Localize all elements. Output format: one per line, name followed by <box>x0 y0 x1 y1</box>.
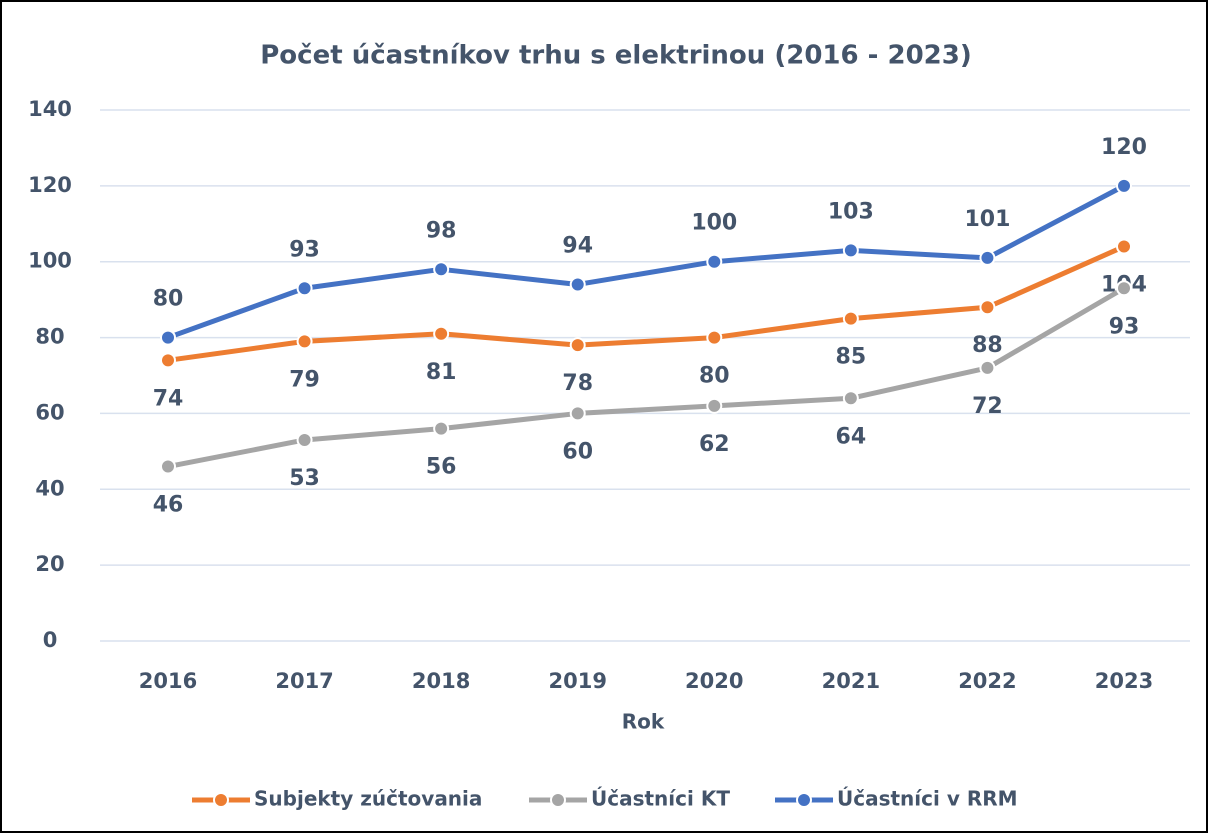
data-point <box>569 276 586 293</box>
y-tick-label: 40 <box>35 476 64 500</box>
data-point <box>842 242 859 259</box>
data-label: 74 <box>153 386 184 411</box>
data-label: 64 <box>836 424 867 449</box>
data-point <box>296 333 313 350</box>
series-line <box>165 183 1127 341</box>
x-tick-label: 2018 <box>412 669 470 693</box>
y-tick-label: 20 <box>35 552 64 576</box>
y-tick-label: 60 <box>35 400 64 424</box>
data-label: 93 <box>1109 314 1140 339</box>
data-label: 120 <box>1101 135 1147 160</box>
x-tick-label: 2023 <box>1095 669 1153 693</box>
chart-title: Počet účastníkov trhu s elektrinou (2016… <box>260 41 972 71</box>
data-point <box>160 329 176 346</box>
data-point <box>706 329 723 346</box>
data-point <box>706 253 723 270</box>
data-point <box>842 390 859 407</box>
data-point <box>160 352 176 369</box>
data-label: 85 <box>836 345 867 370</box>
data-label: 78 <box>562 371 593 396</box>
data-label: 46 <box>153 493 184 518</box>
data-point <box>296 280 313 297</box>
data-label: 79 <box>289 367 320 392</box>
x-tick-label: 2017 <box>275 669 333 693</box>
legend-label: Účastníci v RRM <box>837 787 1018 811</box>
y-tick-label: 120 <box>28 173 72 197</box>
legend-marker <box>796 792 812 808</box>
data-point <box>842 310 859 327</box>
data-label: 98 <box>426 218 457 243</box>
legend-marker <box>213 792 229 808</box>
x-tick-label: 2019 <box>548 669 606 693</box>
x-tick-label: 2021 <box>822 669 880 693</box>
data-point <box>160 458 176 475</box>
y-tick-label: 80 <box>35 325 64 349</box>
data-point <box>979 249 996 266</box>
data-label: 80 <box>153 287 184 312</box>
data-point <box>1116 280 1132 297</box>
data-label: 103 <box>828 199 874 224</box>
data-label: 62 <box>699 432 730 457</box>
data-point <box>569 405 586 422</box>
x-tick-label: 2016 <box>139 669 197 693</box>
data-label: 80 <box>699 364 730 389</box>
legend-label: Subjekty zúčtovania <box>254 787 482 811</box>
legend-label: Účastníci KT <box>591 787 730 811</box>
y-tick-label: 100 <box>28 249 72 273</box>
data-label: 93 <box>289 237 320 262</box>
series-line <box>165 285 1127 470</box>
data-point <box>1116 177 1132 194</box>
data-point <box>706 397 723 414</box>
data-point <box>433 325 450 342</box>
data-label: 101 <box>964 207 1010 232</box>
x-axis-label: Rok <box>622 710 665 734</box>
data-label: 94 <box>562 233 593 258</box>
data-point <box>569 337 586 354</box>
y-tick-label: 140 <box>28 97 72 121</box>
x-tick-label: 2022 <box>958 669 1016 693</box>
x-tick-label: 2020 <box>685 669 743 693</box>
data-point <box>296 431 313 448</box>
data-label: 56 <box>426 455 457 480</box>
data-label: 88 <box>972 333 1003 358</box>
data-point <box>433 261 450 278</box>
data-label: 72 <box>972 394 1003 419</box>
data-point <box>979 359 996 376</box>
data-point <box>979 299 996 316</box>
y-tick-label: 0 <box>43 628 58 652</box>
series-line <box>165 244 1127 363</box>
legend-marker <box>550 792 566 808</box>
data-label: 53 <box>289 466 320 491</box>
data-point <box>433 420 450 437</box>
data-point <box>1116 238 1132 255</box>
data-label: 100 <box>691 211 737 236</box>
data-label: 60 <box>562 439 593 464</box>
data-label: 81 <box>426 360 457 385</box>
